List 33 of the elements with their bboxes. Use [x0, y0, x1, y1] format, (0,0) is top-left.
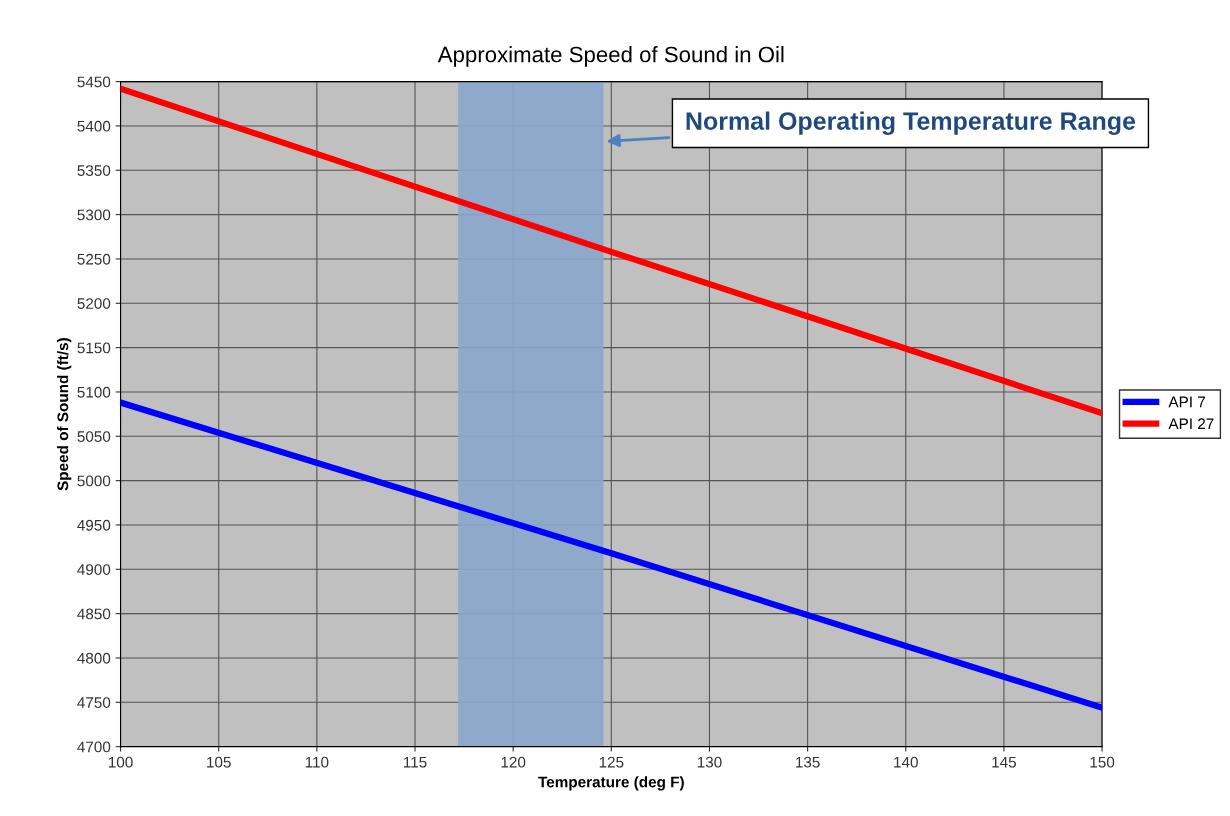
y-tick-label: 5050: [77, 431, 111, 442]
y-tick-label: 4850: [77, 608, 111, 620]
y-tick-label: 5400: [77, 120, 111, 132]
x-tick-label: 130: [697, 756, 722, 768]
x-tick-label: 135: [796, 756, 820, 768]
chart-title: Approximate Speed of Sound in Oil: [437, 46, 784, 67]
x-tick-label: 140: [894, 756, 918, 768]
legend-label: API 27: [1168, 418, 1214, 430]
y-axis-title: Speed of Sound (ft/s): [57, 338, 72, 491]
x-tick-label: 110: [305, 756, 329, 768]
band-label: Normal Operating Temperature Range: [686, 111, 1136, 135]
x-tick-label: 150: [1090, 756, 1115, 768]
y-tick-label: 4700: [77, 741, 111, 753]
y-tick-label: 4800: [77, 652, 111, 664]
y-tick-label: 5150: [77, 342, 111, 354]
x-tick-label: 145: [992, 756, 1017, 768]
y-tick-label: 5200: [77, 298, 111, 309]
legend-label: API 7: [1168, 396, 1206, 408]
x-tick-label: 100: [108, 756, 133, 768]
y-tick-label: 5250: [77, 253, 111, 265]
x-tick-label: 120: [501, 756, 526, 768]
y-tick-label: 5350: [77, 165, 111, 176]
y-tick-label: 4750: [77, 697, 111, 708]
x-axis-title: Temperature (deg F): [538, 776, 684, 791]
y-tick-label: 5450: [77, 76, 111, 88]
x-tick-label: 115: [403, 756, 427, 768]
x-tick-label: 125: [599, 756, 624, 768]
y-tick-label: 5000: [77, 475, 111, 487]
y-tick-label: 4900: [77, 564, 111, 575]
y-tick-label: 5100: [77, 386, 111, 398]
y-tick-label: 4950: [77, 519, 111, 531]
y-tick-label: 5300: [77, 209, 111, 221]
x-tick-label: 105: [207, 756, 231, 768]
